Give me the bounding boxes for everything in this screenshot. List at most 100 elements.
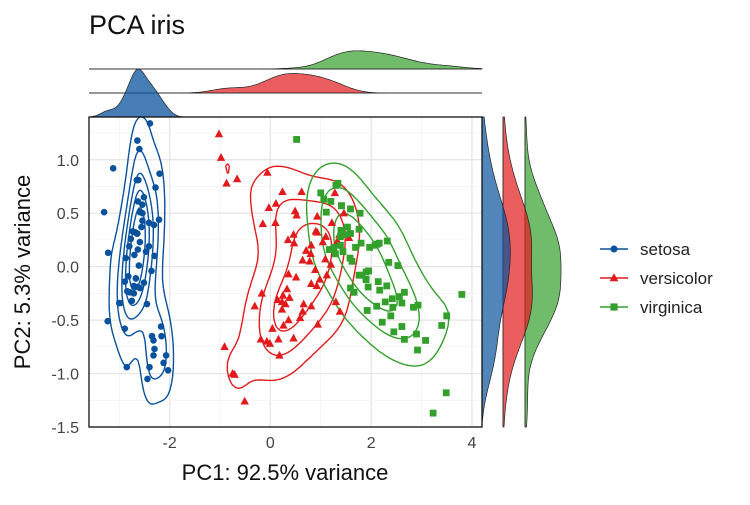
point-versicolor [278,187,287,196]
point-virginica [442,389,450,397]
point-virginica [398,323,406,330]
y-tick-label: -1.5 [51,420,79,437]
point-setosa [134,137,141,144]
point-versicolor [321,254,330,263]
point-virginica [394,262,402,269]
point-virginica [378,318,386,326]
point-virginica [339,248,347,256]
point-setosa [130,290,138,297]
point-virginica [383,237,391,245]
point-virginica [381,298,389,306]
legend-marker [609,273,619,282]
point-setosa [162,352,170,359]
point-versicolor [284,269,293,278]
legend-label: virginica [640,298,703,317]
right-marginal-density [480,116,562,428]
point-setosa [150,221,158,229]
point-setosa [164,367,172,374]
point-virginica [387,312,395,320]
x-tick-label: 2 [367,435,376,452]
point-virginica [374,278,382,286]
legend-marker [610,245,618,253]
point-setosa [157,323,165,330]
plot-area: -2 0 2 4 1.0 0.5 0.0 -0.5 -1.0 -1.5 [51,116,483,452]
point-versicolor [232,174,242,183]
point-setosa [139,217,146,224]
point-versicolor [335,306,345,315]
point-setosa [145,243,153,250]
point-virginica [327,198,335,205]
point-virginica [362,268,370,276]
point-versicolor [306,240,316,249]
point-virginica [357,239,365,247]
point-versicolor [318,237,327,246]
point-virginica [383,282,391,290]
chart-title: PCA iris [89,10,185,40]
point-virginica [395,293,403,300]
point-versicolor [311,226,320,235]
axis-ticks: -2 0 2 4 1.0 0.5 0.0 -0.5 -1.0 -1.5 [51,153,476,452]
point-setosa [140,279,148,286]
point-setosa [146,120,154,127]
y-tick-label: 0.0 [57,260,79,277]
point-virginica [429,409,437,417]
point-virginica [356,209,364,217]
point-versicolor [299,299,308,308]
point-versicolor [271,198,281,207]
point-virginica [332,182,340,189]
top-marginal-density [88,50,483,118]
point-setosa [104,249,112,257]
point-versicolor [275,350,284,359]
right-density-setosa [480,116,511,428]
point-virginica [331,250,339,258]
point-versicolor [330,188,340,197]
point-versicolor [277,304,287,313]
point-setosa [143,300,151,308]
point-versicolor [311,265,320,274]
point-virginica [414,346,421,354]
point-setosa [152,184,159,191]
point-virginica [388,295,396,303]
legend-item-setosa: setosa [600,240,691,259]
density-contours [108,116,450,405]
point-virginica [443,312,451,320]
point-virginica [347,205,354,213]
point-virginica [355,225,363,233]
point-versicolor [312,281,321,290]
point-virginica [348,257,356,265]
point-setosa [139,209,146,217]
point-versicolor [262,336,272,345]
point-setosa [115,299,123,307]
point-setosa [134,246,142,253]
point-versicolor [322,270,332,279]
point-versicolor [250,301,259,310]
point-virginica [317,189,325,197]
point-setosa [144,375,151,383]
point-setosa [151,252,158,260]
point-virginica [385,258,393,266]
point-setosa [140,193,148,201]
point-versicolor [331,297,341,306]
point-virginica [337,226,345,234]
point-setosa [134,230,141,237]
contour-versicolor [272,222,333,332]
point-virginica [363,307,371,314]
point-setosa [104,317,111,325]
point-versicolor [273,295,282,303]
point-versicolor [289,229,298,238]
point-versicolor [326,259,336,268]
point-virginica [373,302,381,310]
point-versicolor [257,288,267,297]
point-virginica [458,291,466,298]
point-versicolor [315,274,324,283]
point-setosa [155,216,163,223]
point-versicolor [306,301,316,310]
point-virginica [358,271,366,279]
point-versicolor [281,299,290,308]
point-setosa [151,345,158,353]
point-virginica [364,283,372,291]
point-setosa [150,337,157,344]
point-virginica [322,208,330,216]
